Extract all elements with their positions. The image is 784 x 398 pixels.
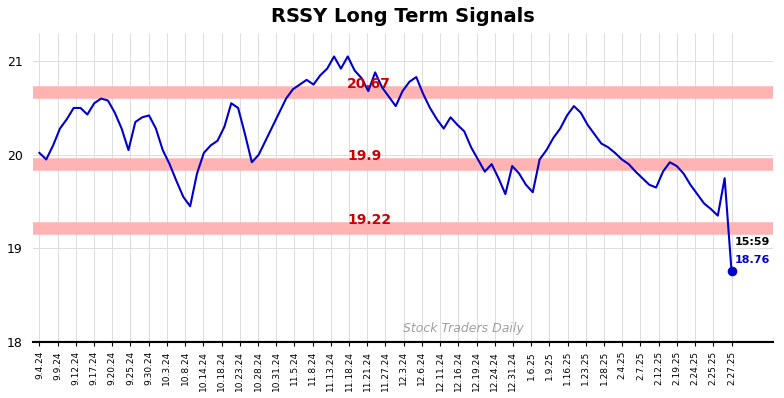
Text: Stock Traders Daily: Stock Traders Daily [402, 322, 524, 336]
Text: 20.67: 20.67 [347, 77, 390, 91]
Text: 18.76: 18.76 [735, 256, 771, 265]
Point [725, 268, 738, 274]
Title: RSSY Long Term Signals: RSSY Long Term Signals [270, 7, 535, 26]
Text: 15:59: 15:59 [735, 237, 771, 247]
Text: 19.22: 19.22 [347, 213, 391, 226]
Text: 19.9: 19.9 [347, 149, 381, 163]
